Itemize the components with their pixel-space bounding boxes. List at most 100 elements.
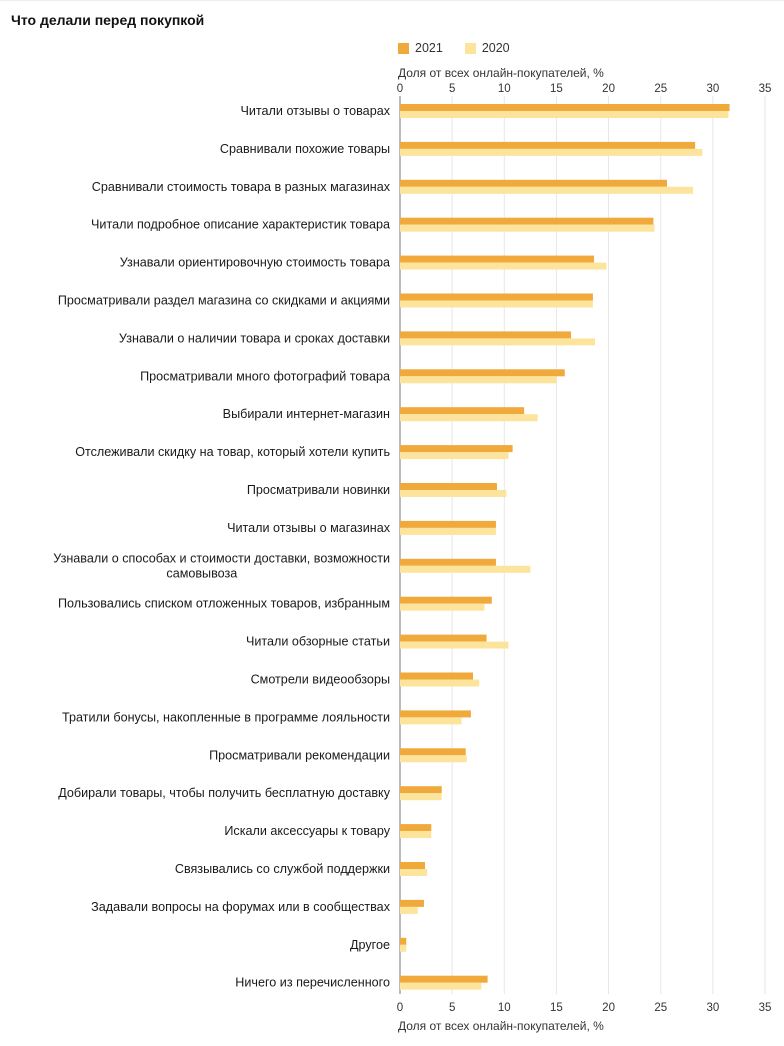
category-label: Ничего из перечисленного bbox=[235, 976, 390, 990]
bar-2021 bbox=[400, 672, 473, 680]
bar-2021 bbox=[400, 634, 487, 642]
category-label: Читали отзывы о магазинах bbox=[227, 521, 391, 535]
tick-label-bottom: 5 bbox=[449, 1002, 455, 1014]
tick-label-bottom: 15 bbox=[550, 1002, 563, 1014]
category-label: Читали подробное описание характеристик … bbox=[91, 218, 390, 232]
tick-label-bottom: 10 bbox=[498, 1002, 511, 1014]
bar-2020 bbox=[400, 906, 418, 914]
legend-label-2020: 2020 bbox=[481, 41, 510, 55]
bar-2021 bbox=[400, 179, 667, 187]
bar-2021 bbox=[400, 710, 471, 718]
bar-2021 bbox=[400, 824, 432, 832]
bar-2021 bbox=[400, 596, 492, 604]
bar-2021 bbox=[400, 407, 525, 415]
bar-2020 bbox=[400, 262, 607, 270]
bar-2020 bbox=[400, 300, 593, 308]
tick-label-bottom: 0 bbox=[397, 1002, 403, 1014]
x-axis-title-top: Доля от всех онлайн-покупателей, % bbox=[398, 66, 604, 80]
bar-2021 bbox=[400, 104, 730, 111]
category-label: Смотрели видеообзоры bbox=[251, 673, 390, 687]
bar-2020 bbox=[400, 603, 485, 611]
legend-swatch-2020 bbox=[464, 42, 476, 54]
bar-2020 bbox=[400, 186, 694, 194]
bar-2020 bbox=[400, 452, 509, 460]
bar-2021 bbox=[400, 748, 466, 756]
bar-2020 bbox=[400, 490, 507, 497]
bar-2021 bbox=[400, 862, 426, 869]
bar-2020 bbox=[400, 831, 432, 839]
tick-label-bottom: 35 bbox=[759, 1002, 772, 1014]
category-label: Отслеживали скидку на товар, который хот… bbox=[75, 445, 390, 459]
category-label: Связывались со службой поддержки bbox=[175, 862, 390, 876]
category-label: Читали обзорные статьи bbox=[246, 635, 390, 649]
bar-2020 bbox=[400, 755, 467, 763]
bar-2021 bbox=[400, 293, 593, 301]
tick-label-top: 10 bbox=[498, 83, 511, 95]
bar-2020 bbox=[400, 148, 703, 156]
bar-2020 bbox=[400, 982, 482, 990]
bar-2020 bbox=[400, 793, 442, 801]
bar-2020 bbox=[400, 717, 462, 725]
category-label: Тратили бонусы, накопленные в программе … bbox=[62, 710, 390, 724]
bar-2021 bbox=[400, 558, 496, 566]
category-label: Просматривали раздел магазина со скидкам… bbox=[58, 294, 390, 308]
bar-2021 bbox=[400, 331, 572, 339]
bar-2020 bbox=[400, 224, 655, 232]
category-label: Читали отзывы о товарах bbox=[241, 104, 391, 118]
bar-2020 bbox=[400, 527, 496, 535]
bar-2020 bbox=[400, 111, 729, 118]
category-label-line: самовывоза bbox=[166, 566, 237, 580]
category-label: Пользовались списком отложенных товаров,… bbox=[58, 597, 390, 611]
bar-2021 bbox=[400, 141, 696, 149]
x-axis-title-bottom: Доля от всех онлайн-покупателей, % bbox=[398, 1019, 604, 1033]
bar-2020 bbox=[400, 641, 509, 649]
bar-2021 bbox=[400, 520, 496, 528]
category-label: Задавали вопросы на форумах или в сообще… bbox=[91, 900, 391, 914]
chart-title: Что делали перед покупкой bbox=[11, 12, 205, 28]
category-label: Сравнивали стоимость товара в разных маг… bbox=[92, 180, 391, 194]
tick-label-top: 0 bbox=[397, 83, 403, 95]
legend-swatch-2021 bbox=[398, 42, 409, 54]
category-label: Искали аксессуары к товару bbox=[224, 824, 390, 838]
category-label: Просматривали много фотографий товара bbox=[140, 369, 390, 383]
bar-2021 bbox=[400, 975, 488, 983]
bar-2020 bbox=[400, 565, 531, 573]
bar-2021 bbox=[400, 445, 513, 453]
bar-2021 bbox=[400, 899, 424, 907]
tick-label-bottom: 20 bbox=[602, 1002, 615, 1014]
category-label: Узнавали о способах и стоимости доставки… bbox=[53, 551, 390, 580]
bar-2021 bbox=[400, 255, 594, 263]
bar-2020 bbox=[400, 679, 480, 687]
bar-2021 bbox=[400, 937, 407, 945]
category-label: Просматривали рекомендации bbox=[209, 748, 390, 762]
bar-2021 bbox=[400, 369, 565, 377]
tick-label-bottom: 25 bbox=[654, 1002, 667, 1014]
bar-2020 bbox=[400, 376, 557, 384]
bar-2020 bbox=[400, 338, 596, 346]
category-label: Узнавали ориентировочную стоимость товар… bbox=[120, 256, 390, 270]
tick-label-bottom: 30 bbox=[706, 1002, 719, 1014]
category-label: Просматривали новинки bbox=[247, 483, 390, 497]
bar-2020 bbox=[400, 414, 538, 422]
bar-2020 bbox=[400, 869, 428, 876]
tick-label-top: 30 bbox=[706, 83, 719, 95]
category-label: Сравнивали похожие товары bbox=[220, 142, 390, 156]
legend-item-2020[interactable]: 2020 bbox=[464, 41, 510, 55]
legend-item-2021[interactable]: 2021 bbox=[398, 41, 443, 55]
category-label: Другое bbox=[350, 938, 390, 952]
tick-label-top: 35 bbox=[759, 83, 772, 95]
bar-2021 bbox=[400, 483, 497, 490]
category-label-line: Узнавали о способах и стоимости доставки… bbox=[53, 551, 390, 565]
tick-label-top: 15 bbox=[550, 83, 563, 95]
bar-2021 bbox=[400, 786, 442, 794]
tick-label-top: 25 bbox=[654, 83, 667, 95]
tick-label-top: 20 bbox=[602, 83, 615, 95]
bar-2021 bbox=[400, 217, 654, 225]
category-label: Выбирали интернет-магазин bbox=[223, 407, 390, 421]
legend-label-2021: 2021 bbox=[415, 41, 443, 55]
tick-label-top: 5 bbox=[449, 83, 455, 95]
legend: 2021 2020 bbox=[398, 41, 510, 55]
top-divider bbox=[0, 0, 784, 1]
bar-2020 bbox=[400, 944, 407, 952]
